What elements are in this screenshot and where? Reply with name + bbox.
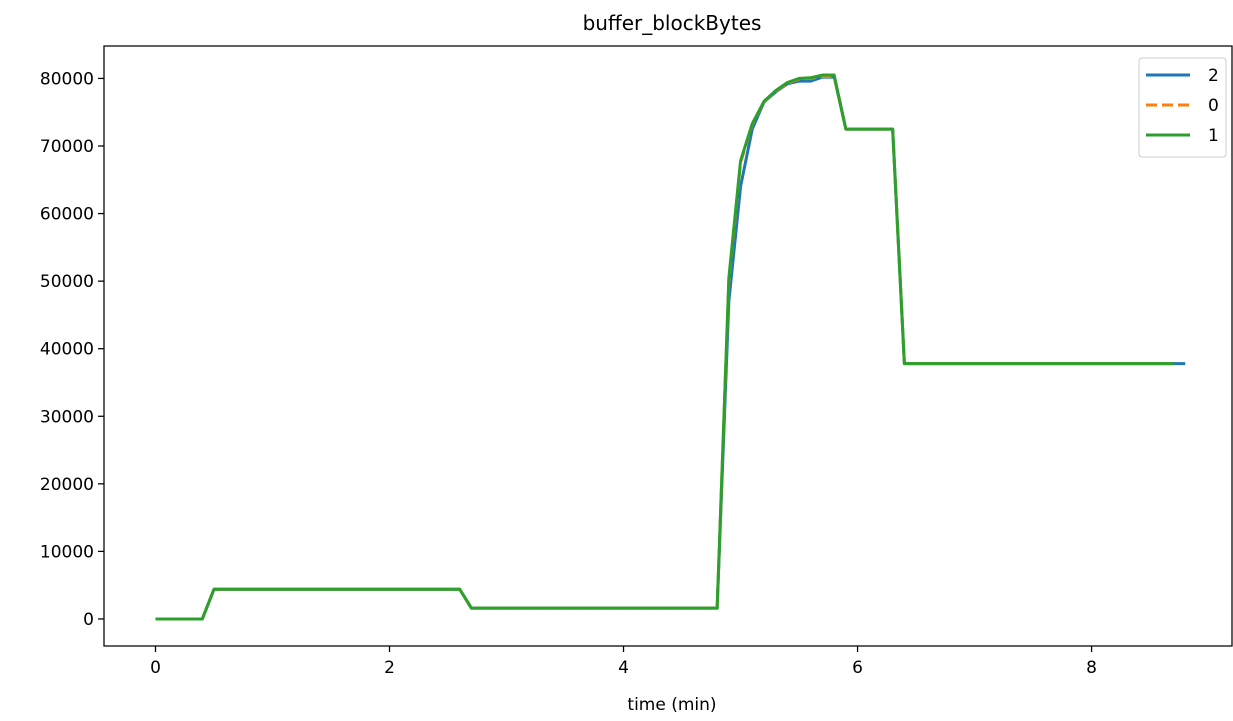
y-tick-label: 70000 bbox=[40, 137, 94, 157]
plot-area bbox=[155, 73, 1186, 621]
y-tick-label: 80000 bbox=[40, 69, 94, 89]
x-axis: 0 2 4 6 8 bbox=[150, 646, 1097, 678]
y-tick-label: 0 bbox=[83, 610, 94, 630]
chart-title: buffer_blockBytes bbox=[583, 11, 762, 35]
series-line-2 bbox=[155, 75, 1186, 621]
x-tick-label: 2 bbox=[384, 658, 395, 678]
series-line-0 bbox=[155, 74, 1174, 621]
legend-label-0: 0 bbox=[1208, 96, 1219, 116]
legend-label-1: 1 bbox=[1208, 126, 1219, 146]
plot-frame bbox=[103, 45, 1233, 647]
y-tick-label: 10000 bbox=[40, 542, 94, 562]
x-axis-label: time (min) bbox=[627, 695, 716, 715]
x-tick-label: 6 bbox=[852, 658, 863, 678]
x-tick-label: 8 bbox=[1086, 658, 1097, 678]
y-tick-label: 50000 bbox=[40, 272, 94, 292]
x-tick-label: 4 bbox=[618, 658, 629, 678]
legend-box bbox=[1138, 57, 1227, 158]
y-tick-label: 60000 bbox=[40, 205, 94, 225]
x-tick-label: 0 bbox=[150, 658, 161, 678]
y-tick-label: 40000 bbox=[40, 340, 94, 360]
y-axis: 0 10000 20000 30000 40000 50000 60000 70000 8000… bbox=[40, 69, 104, 630]
legend: 2 0 1 bbox=[1138, 57, 1227, 158]
y-tick-label: 20000 bbox=[40, 475, 94, 495]
legend-label-2: 2 bbox=[1208, 66, 1219, 86]
series-line-1 bbox=[155, 73, 1174, 621]
y-tick-label: 30000 bbox=[40, 407, 94, 427]
